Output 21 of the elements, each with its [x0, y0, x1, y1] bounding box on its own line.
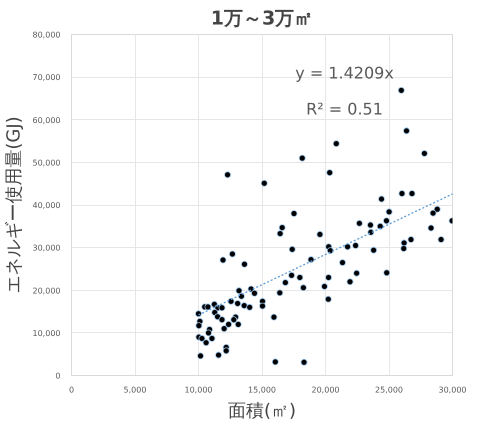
x-tick-label: 15,000	[248, 386, 276, 394]
chart-title: 1万～3万㎡	[210, 8, 314, 30]
y-tick-label: 0	[55, 372, 61, 380]
y-tick-label: 30,000	[32, 244, 61, 253]
y-tick-label: 20,000	[32, 286, 61, 296]
x-axis-title: 面積(㎡)	[228, 400, 296, 422]
x-tick-label: 25,000	[375, 386, 404, 394]
x-tick-label: 20,000	[312, 386, 340, 394]
y-tick-label: 40,000	[32, 201, 61, 210]
annotation: y = 1.4209x	[295, 63, 394, 82]
y-tick-label: 70,000	[32, 73, 61, 82]
x-tick-label: 30,000	[438, 386, 467, 394]
y-tick-label: 10,000	[32, 328, 61, 338]
annotation: R² = 0.51	[306, 100, 383, 119]
x-tick-label: 0	[68, 386, 74, 394]
x-tick-label: 10,000	[184, 386, 213, 394]
y-tick-label: 80,000	[32, 30, 61, 40]
x-tick-label: 5,000	[124, 386, 146, 394]
y-tick-label: 60,000	[32, 116, 61, 125]
y-tick-label: 50,000	[32, 158, 61, 168]
y-axis-title: エネルギー使用量(GJ)	[4, 116, 25, 294]
